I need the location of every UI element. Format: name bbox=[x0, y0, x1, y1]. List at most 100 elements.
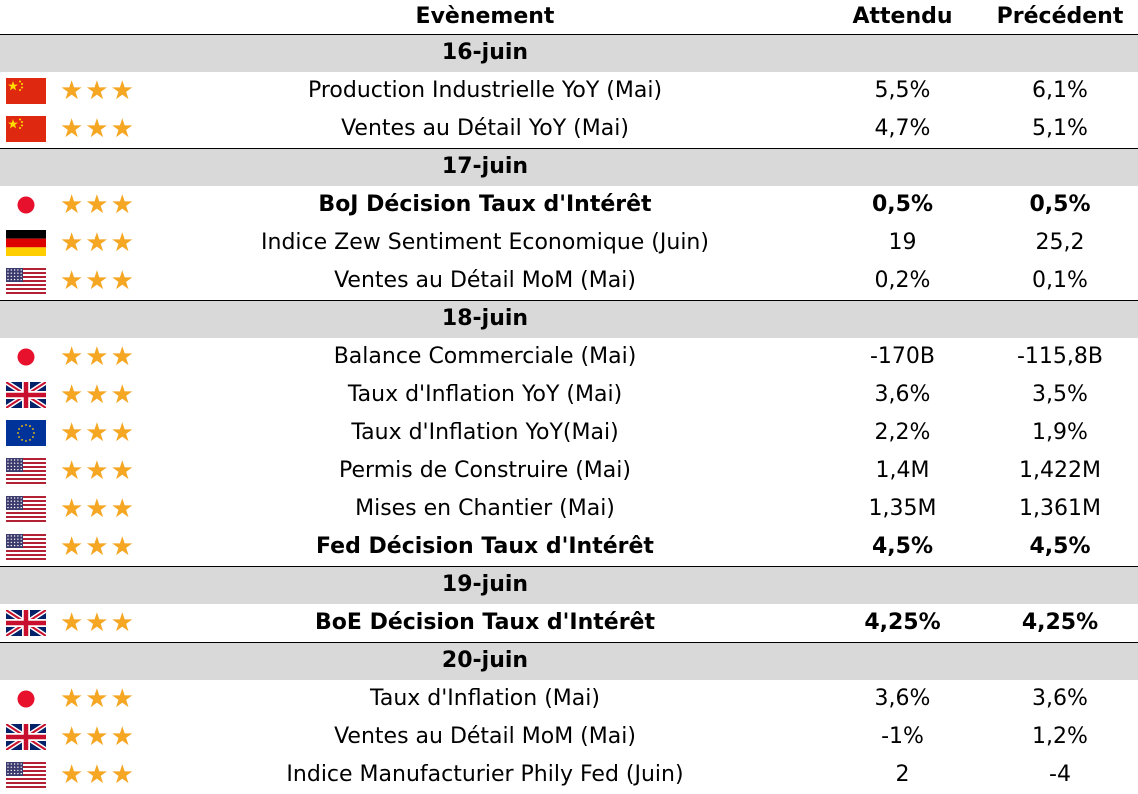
importance-stars-icon: ★★★ bbox=[60, 380, 136, 410]
date-label: 19-juin bbox=[441, 572, 529, 597]
event-name: Permis de Construire (Mai) bbox=[339, 458, 631, 483]
importance-stars-icon: ★★★ bbox=[60, 532, 136, 562]
date-row: 17-juin bbox=[0, 148, 1138, 186]
expected-value: 3,6% bbox=[874, 382, 931, 407]
previous-value: 4,5% bbox=[1029, 534, 1091, 559]
usa-flag-icon bbox=[6, 458, 46, 484]
event-name: Balance Commerciale (Mai) bbox=[333, 344, 637, 369]
date-label: 20-juin bbox=[441, 648, 529, 673]
expected-value: 4,25% bbox=[864, 610, 941, 635]
previous-value: 0,5% bbox=[1029, 192, 1091, 217]
usa-flag-icon bbox=[6, 268, 46, 294]
importance-stars-icon: ★★★ bbox=[60, 608, 136, 638]
usa-flag-icon bbox=[6, 496, 46, 522]
expected-value: 19 bbox=[888, 230, 917, 255]
table-row: ★★★ BoJ Décision Taux d'Intérêt 0,5% 0,5% bbox=[0, 186, 1138, 224]
importance-stars-icon: ★★★ bbox=[60, 418, 136, 448]
date-row: 18-juin bbox=[0, 300, 1138, 338]
table-row: ★★★ Taux d'Inflation YoY (Mai) 3,6% 3,5% bbox=[0, 376, 1138, 414]
usa-flag-icon bbox=[6, 762, 46, 788]
event-name: Indice Manufacturier Phily Fed (Juin) bbox=[286, 762, 684, 787]
table-row: ★★★ Ventes au Détail YoY (Mai) 4,7% 5,1% bbox=[0, 110, 1138, 148]
importance-stars-icon: ★★★ bbox=[60, 494, 136, 524]
table-row: ★★★ Fed Décision Taux d'Intérêt 4,5% 4,5% bbox=[0, 528, 1138, 566]
germany-flag-icon bbox=[6, 230, 46, 256]
expected-value: 4,7% bbox=[874, 116, 931, 141]
previous-value: 4,25% bbox=[1021, 610, 1099, 635]
date-label: 18-juin bbox=[441, 306, 529, 331]
event-name: Mises en Chantier (Mai) bbox=[355, 496, 615, 521]
expected-value: 1,35M bbox=[868, 496, 937, 521]
previous-value: 3,6% bbox=[1032, 686, 1088, 711]
previous-value: 3,5% bbox=[1032, 382, 1088, 407]
importance-stars-icon: ★★★ bbox=[60, 760, 136, 790]
previous-value: 0,1% bbox=[1032, 268, 1088, 293]
table-header: Evènement Attendu Précédent bbox=[0, 0, 1138, 34]
date-label: 16-juin bbox=[441, 40, 529, 65]
japan-flag-icon bbox=[6, 686, 46, 712]
japan-flag-icon bbox=[6, 344, 46, 370]
previous-value: 1,9% bbox=[1032, 420, 1088, 445]
expected-value: 2 bbox=[895, 762, 910, 787]
importance-stars-icon: ★★★ bbox=[60, 228, 136, 258]
table-row: ★★★ Mises en Chantier (Mai) 1,35M 1,361M bbox=[0, 490, 1138, 528]
table-row: ★★★ Ventes au Détail MoM (Mai) -1% 1,2% bbox=[0, 718, 1138, 756]
previous-value: 1,361M bbox=[1019, 496, 1101, 521]
date-label: 17-juin bbox=[441, 154, 529, 179]
expected-value: 5,5% bbox=[874, 78, 931, 103]
table-row: ★★★ Balance Commerciale (Mai) -170B -115,8B bbox=[0, 338, 1138, 376]
importance-stars-icon: ★★★ bbox=[60, 684, 136, 714]
china-flag-icon bbox=[6, 116, 46, 142]
previous-value: 1,2% bbox=[1032, 724, 1088, 749]
importance-stars-icon: ★★★ bbox=[60, 722, 136, 752]
importance-stars-icon: ★★★ bbox=[60, 190, 136, 220]
table-row: ★★★ Permis de Construire (Mai) 1,4M 1,422M bbox=[0, 452, 1138, 490]
header-expected: Attendu bbox=[852, 4, 953, 29]
event-name: Ventes au Détail YoY (Mai) bbox=[341, 116, 629, 141]
importance-stars-icon: ★★★ bbox=[60, 76, 136, 106]
importance-stars-icon: ★★★ bbox=[60, 342, 136, 372]
previous-value: 25,2 bbox=[1035, 230, 1085, 255]
expected-value: -170B bbox=[869, 344, 936, 369]
previous-value: 6,1% bbox=[1032, 78, 1088, 103]
date-row: 20-juin bbox=[0, 642, 1138, 680]
usa-flag-icon bbox=[6, 534, 46, 560]
expected-value: 0,2% bbox=[874, 268, 931, 293]
table-row: ★★★ BoE Décision Taux d'Intérêt 4,25% 4,25% bbox=[0, 604, 1138, 642]
importance-stars-icon: ★★★ bbox=[60, 114, 136, 144]
date-row: 19-juin bbox=[0, 566, 1138, 604]
table-row: ★★★ Indice Manufacturier Phily Fed (Juin)… bbox=[0, 756, 1138, 794]
event-name: BoE Décision Taux d'Intérêt bbox=[315, 610, 655, 635]
expected-value: -1% bbox=[881, 724, 924, 749]
uk-flag-icon bbox=[6, 382, 46, 408]
expected-value: 0,5% bbox=[871, 192, 933, 217]
header-previous: Précédent bbox=[996, 4, 1124, 29]
event-name: Ventes au Détail MoM (Mai) bbox=[334, 268, 636, 293]
expected-value: 4,5% bbox=[871, 534, 933, 559]
table-row: ★★★ Production Industrielle YoY (Mai) 5,5%… bbox=[0, 72, 1138, 110]
previous-value: -115,8B bbox=[1016, 344, 1103, 369]
table-body: 16-juin ★★★ Production Industrielle YoY (M… bbox=[0, 34, 1138, 794]
expected-value: 3,6% bbox=[874, 686, 931, 711]
event-name: Ventes au Détail MoM (Mai) bbox=[334, 724, 636, 749]
eu-flag-icon bbox=[6, 420, 46, 446]
previous-value: -4 bbox=[1049, 762, 1071, 787]
japan-flag-icon bbox=[6, 192, 46, 218]
previous-value: 1,422M bbox=[1019, 458, 1101, 483]
event-name: Fed Décision Taux d'Intérêt bbox=[316, 534, 654, 559]
event-name: Taux d'Inflation YoY (Mai) bbox=[347, 382, 623, 407]
header-event: Evènement bbox=[415, 4, 555, 29]
importance-stars-icon: ★★★ bbox=[60, 266, 136, 296]
table-row: ★★★ Indice Zew Sentiment Economique (Juin… bbox=[0, 224, 1138, 262]
china-flag-icon bbox=[6, 78, 46, 104]
event-name: BoJ Décision Taux d'Intérêt bbox=[318, 192, 652, 217]
date-row: 16-juin bbox=[0, 34, 1138, 72]
event-name: Taux d'Inflation (Mai) bbox=[370, 686, 600, 711]
table-row: ★★★ Taux d'Inflation YoY(Mai) 2,2% 1,9% bbox=[0, 414, 1138, 452]
table-row: ★★★ Taux d'Inflation (Mai) 3,6% 3,6% bbox=[0, 680, 1138, 718]
previous-value: 5,1% bbox=[1032, 116, 1088, 141]
expected-value: 1,4M bbox=[875, 458, 930, 483]
uk-flag-icon bbox=[6, 724, 46, 750]
event-name: Taux d'Inflation YoY(Mai) bbox=[351, 420, 619, 445]
